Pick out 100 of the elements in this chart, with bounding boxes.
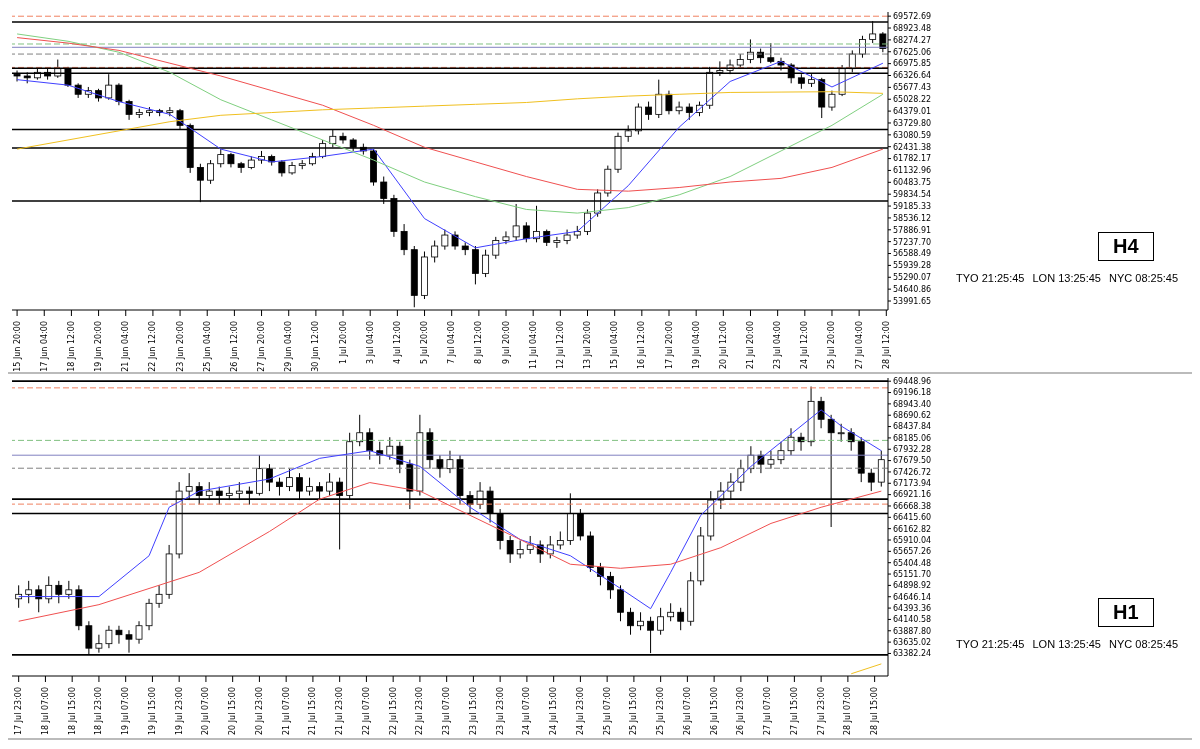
candlestick [15, 584, 23, 609]
x-tick-label: 23 Jul 04:00 [773, 321, 783, 369]
y-tick-label: 54640.86 [893, 284, 932, 294]
y-tick-label: 64898.92 [893, 581, 932, 591]
candlestick [553, 236, 561, 249]
candlestick [115, 625, 123, 645]
y-tick-label: 68690.62 [893, 411, 932, 421]
candlestick [506, 535, 514, 564]
x-tick-label: 26 Jul 07:00 [682, 687, 692, 735]
y-tick-label: 60483.75 [893, 178, 932, 188]
candlestick [386, 436, 394, 461]
candlestick [326, 472, 333, 497]
x-tick-label: 24 Jul 12:00 [800, 321, 810, 369]
candlestick [584, 208, 591, 236]
candlestick [737, 459, 745, 492]
y-tick-label: 66162.82 [893, 524, 932, 534]
x-tick-label: 23 Jul 07:00 [442, 687, 452, 735]
y-tick-label: 68185.06 [893, 433, 932, 443]
x-tick-label: 21 Jul 15:00 [308, 687, 318, 735]
x-tick-label: 19 Jul 23:00 [174, 687, 184, 735]
candlestick [366, 427, 374, 461]
y-tick-label: 69196.18 [893, 388, 932, 398]
text: LON 13:25:45 [1032, 638, 1101, 650]
candlestick [431, 240, 439, 263]
x-tick-label: 1 Jul 20:00 [338, 321, 348, 364]
candlestick [767, 450, 775, 470]
y-tick-label: 63635.02 [893, 637, 932, 647]
line-series [16, 60, 884, 249]
x-tick-label: 3 Jul 04:00 [365, 321, 375, 364]
x-tick-label: 18 Jul 23:00 [94, 687, 104, 735]
y-tick-label: 64379.01 [893, 106, 932, 116]
line-series [16, 91, 884, 150]
y-tick-label: 69572.69 [893, 12, 932, 21]
candlestick [645, 101, 652, 121]
y-tick-label: 56588.49 [893, 249, 932, 259]
x-tick-label: 21 Jul 07:00 [281, 687, 291, 735]
x-tick-label: 20 Jul 12:00 [718, 321, 728, 369]
candlestick [867, 468, 875, 492]
y-tick-label: 57237.70 [893, 237, 932, 247]
candlestick [665, 90, 673, 115]
x-tick-label: 22 Jul 07:00 [361, 687, 371, 735]
y-tick-label: 53991.65 [893, 296, 932, 306]
x-tick-label: 21 Jul 20:00 [745, 321, 755, 369]
candlestick [207, 159, 214, 185]
y-tick-label: 55290.07 [893, 273, 932, 283]
candlestick [446, 450, 454, 474]
x-tick-label: 8 Jul 12:00 [474, 321, 484, 364]
y-tick-label: 68943.40 [893, 399, 932, 409]
x-tick-label: 16 Jul 12:00 [637, 321, 647, 369]
x-tick-label: 9 Jul 20:00 [501, 321, 511, 364]
candlestick [817, 396, 825, 429]
x-tick-label: 13 Jul 20:00 [583, 321, 593, 369]
x-tick-label: 29 Jun 04:00 [284, 321, 294, 372]
candlestick [607, 571, 614, 600]
y-tick-label: 63080.59 [893, 130, 932, 140]
y-tick-label: 55939.28 [893, 261, 932, 271]
y-tick-label: 65404.48 [893, 558, 932, 568]
y-tick-label: 67173.94 [893, 479, 932, 489]
x-tick-label: 17 Jul 20:00 [664, 321, 674, 369]
y-tick-label: 65657.26 [893, 547, 932, 557]
x-tick-label: 20 Jul 15:00 [228, 687, 238, 735]
y-tick-label: 64393.36 [893, 603, 932, 613]
text: NYC 08:25:45 [1109, 272, 1179, 284]
y-tick-label: 61132.96 [893, 166, 932, 176]
x-tick-label: 18 Jul 15:00 [67, 687, 77, 735]
x-tick-label: 30 Jun 12:00 [311, 321, 321, 372]
x-tick-label: 11 Jul 04:00 [528, 321, 538, 369]
x-tick-label: 24 Jul 15:00 [549, 687, 559, 735]
x-tick-label: 24 Jul 23:00 [575, 687, 585, 735]
candlestick [828, 90, 836, 112]
y-tick-label: 68274.27 [893, 35, 932, 45]
candlestick [45, 575, 53, 604]
y-tick-label: 66975.85 [893, 59, 932, 69]
x-tick-label: 26 Jul 23:00 [736, 687, 746, 735]
candlestick [115, 82, 123, 106]
x-tick-label: 18 Jul 07:00 [40, 687, 50, 735]
candlestick [522, 221, 530, 243]
x-tick-label: 12 Jul 12:00 [555, 321, 565, 369]
y-tick-label: 64140.58 [893, 615, 932, 625]
x-tick-label: 19 Jun 20:00 [94, 321, 104, 372]
candlestick [217, 148, 225, 168]
text: NYC 08:25:45 [1109, 638, 1179, 650]
y-tick-label: 65028.22 [893, 95, 932, 105]
candlestick [441, 229, 449, 251]
candlestick [55, 580, 63, 604]
candlestick [237, 161, 245, 174]
x-tick-label: 27 Jul 15:00 [789, 687, 799, 735]
y-tick-label: 62431.38 [893, 142, 932, 152]
x-tick-label: 27 Jul 04:00 [854, 321, 864, 369]
x-tick-label: 22 Jun 12:00 [148, 321, 158, 372]
x-tick-label: 23 Jul 23:00 [495, 687, 505, 735]
candlestick [35, 584, 43, 613]
x-tick-label: 5 Jul 20:00 [420, 321, 430, 364]
y-tick-label: 65910.04 [893, 535, 932, 545]
x-tick-label: 18 Jun 12:00 [66, 321, 76, 372]
candlestick [502, 230, 510, 245]
candlestick [677, 607, 685, 631]
x-tick-label: 25 Jul 23:00 [656, 687, 666, 735]
x-tick-label: 27 Jul 23:00 [816, 687, 826, 735]
y-tick-label: 59185.33 [893, 201, 932, 211]
